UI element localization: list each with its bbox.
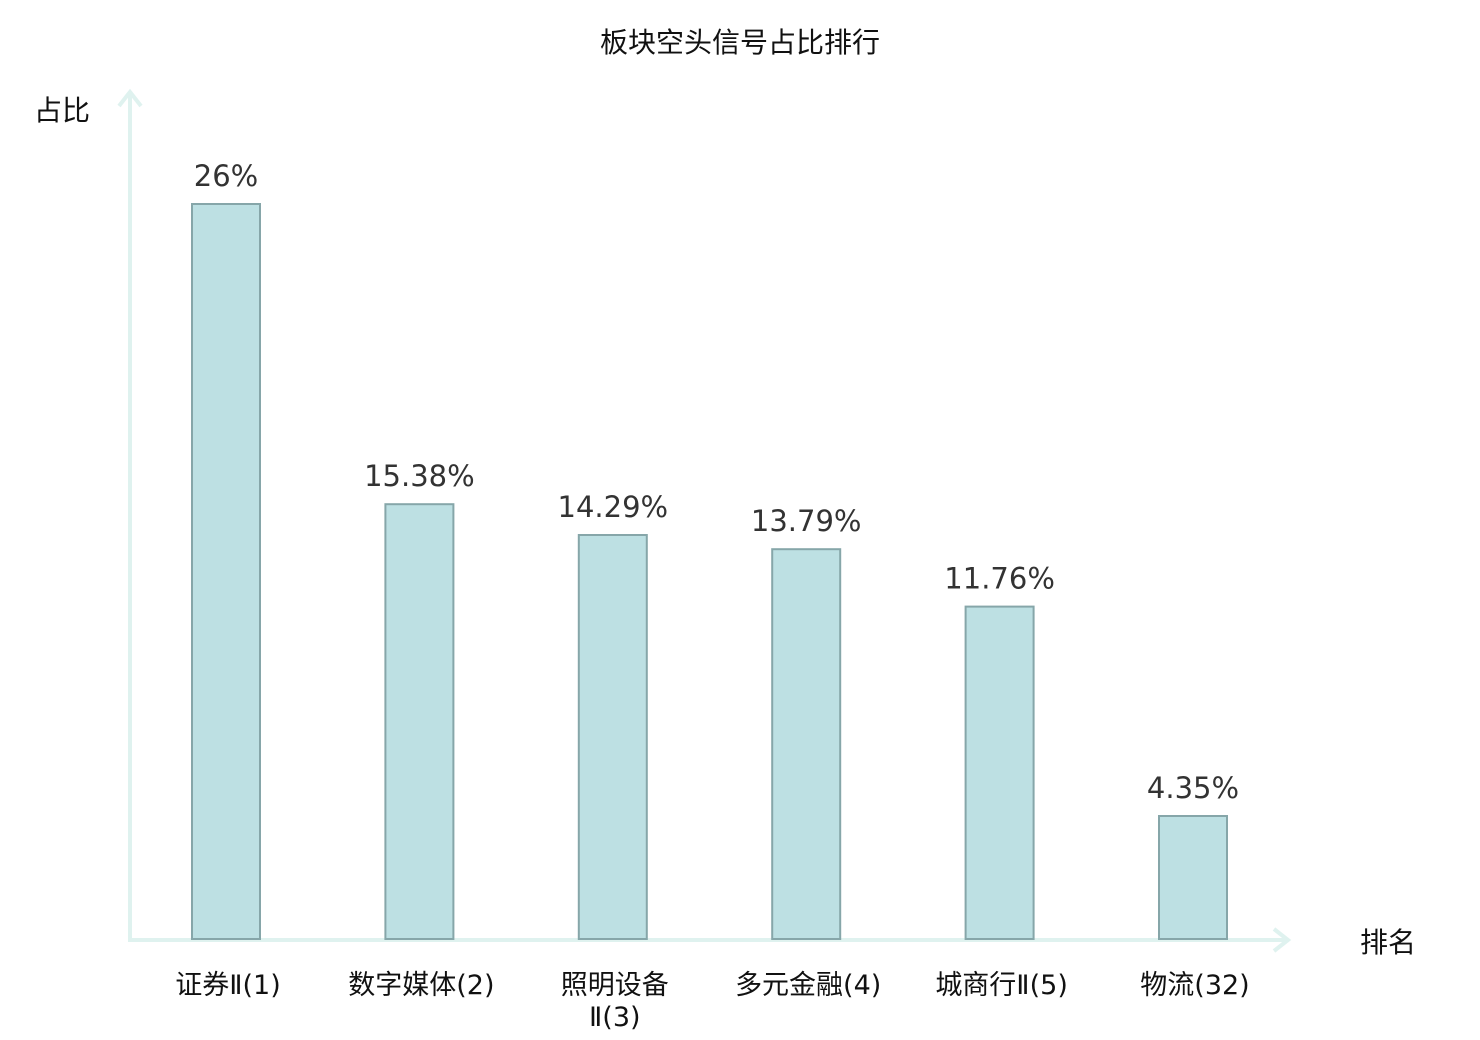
bar (577, 534, 648, 940)
y-axis-arrow-icon (117, 88, 143, 108)
data-label: 14.29% (558, 490, 669, 524)
x-tick-label: Ⅱ(3) (589, 1002, 641, 1033)
y-axis-label: 占比 (34, 94, 90, 127)
chart-title: 板块空头信号占比排行 (600, 26, 880, 59)
value-labels: 26% 15.38% 14.29% 13.79% 11.76% 4.35% (194, 159, 1239, 805)
data-label: 11.76% (944, 562, 1055, 596)
x-axis-label: 排名 (1360, 926, 1416, 959)
data-label: 15.38% (364, 459, 475, 493)
x-tick-label: 多元金融(4) (735, 970, 881, 1001)
bar (384, 503, 455, 940)
bar (1158, 815, 1228, 940)
x-tick-label: 城商行Ⅱ(5) (935, 970, 1068, 1001)
data-label: 13.79% (751, 504, 862, 538)
bar (964, 605, 1035, 940)
x-axis-arrow-icon (1272, 927, 1292, 953)
x-tick-label: 证券Ⅱ(1) (175, 970, 281, 1001)
x-tick-label: 数字媒体(2) (348, 970, 494, 1001)
bars (191, 203, 1228, 940)
bar (191, 203, 261, 940)
axes (117, 88, 1292, 953)
x-tick-label: 照明设备 (561, 970, 669, 1001)
data-label: 26% (194, 159, 258, 193)
data-label: 4.35% (1147, 771, 1239, 805)
bar (771, 548, 842, 940)
x-tick-label: 物流(32) (1140, 970, 1249, 1001)
